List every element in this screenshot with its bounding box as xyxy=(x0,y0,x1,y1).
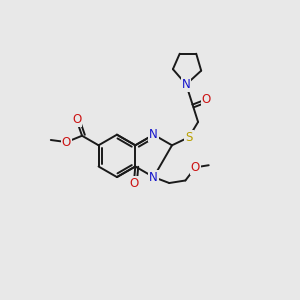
Text: S: S xyxy=(185,131,193,144)
Text: O: O xyxy=(202,93,211,106)
Text: O: O xyxy=(191,161,200,174)
Text: N: N xyxy=(149,128,158,141)
Text: O: O xyxy=(129,177,138,190)
Text: O: O xyxy=(72,113,81,126)
Text: N: N xyxy=(182,78,190,91)
Text: N: N xyxy=(149,171,158,184)
Text: O: O xyxy=(62,136,71,148)
